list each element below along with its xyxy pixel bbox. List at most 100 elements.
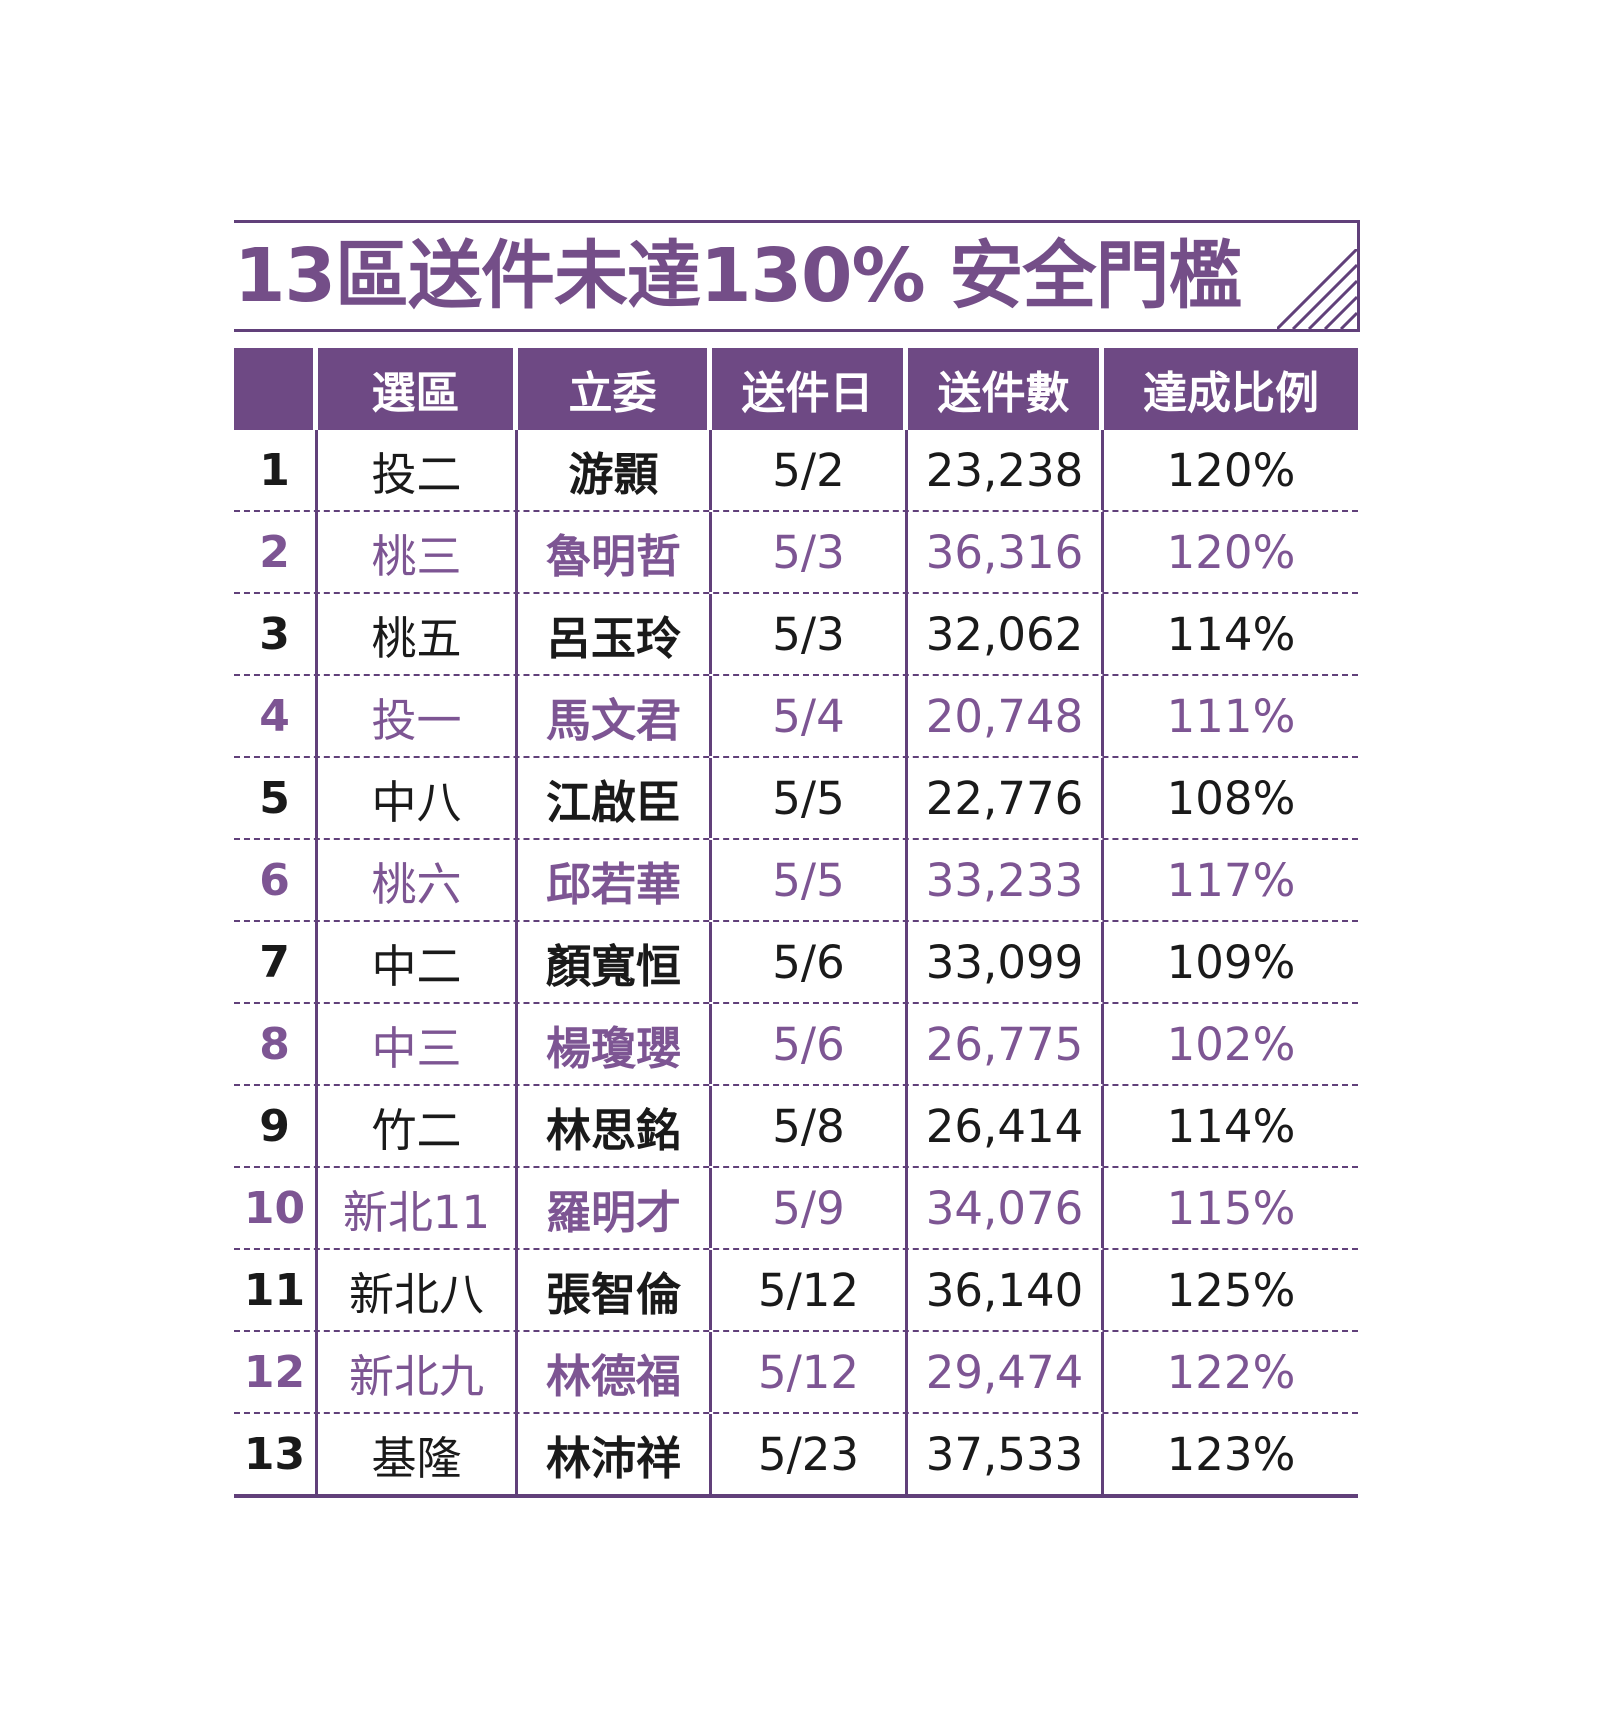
date-cell: 5/6 [712, 1004, 908, 1084]
count-cell: 34,076 [908, 1168, 1104, 1248]
legislator-cell: 楊瓊瓔 [518, 1004, 712, 1084]
legislator-cell: 林沛祥 [518, 1414, 712, 1494]
count-cell: 22,776 [908, 758, 1104, 838]
legislator-cell: 林思銘 [518, 1086, 712, 1166]
ratio-cell: 114% [1166, 1099, 1296, 1153]
date-cell: 5/6 [712, 922, 908, 1002]
row-number: 4 [234, 676, 318, 756]
table-row: 2 桃三 魯明哲 5/3 36,316 120% [234, 510, 1358, 592]
ratio-cell: 123% [1166, 1427, 1296, 1481]
ratio-cell: 111% [1166, 689, 1296, 743]
count-cell: 33,233 [908, 840, 1104, 920]
legislator-cell: 顏寬恒 [518, 922, 712, 1002]
count-cell: 36,316 [908, 512, 1104, 592]
count-cell: 36,140 [908, 1250, 1104, 1330]
table-row: 4 投一 馬文君 5/4 20,748 111% [234, 674, 1358, 756]
table-row: 1 投二 游顥 5/2 23,238 120% [234, 430, 1358, 510]
hatch-decoration-icon [1277, 249, 1357, 329]
count-cell: 32,062 [908, 594, 1104, 674]
date-cell: 5/4 [712, 676, 908, 756]
table-body: 1 投二 游顥 5/2 23,238 120% 2 桃三 魯明哲 5/3 36,316 120% 3 桃五… [234, 430, 1358, 1494]
header-cell-legislator: 立委 [518, 348, 712, 430]
ratio-cell: 120% [1166, 443, 1296, 497]
district-cell: 新北九 [318, 1332, 518, 1412]
header-cell-no [234, 348, 318, 430]
row-number: 5 [234, 758, 318, 838]
page-title: 13區送件未達130% 安全門檻 [234, 233, 1242, 319]
ratio-cell: 117% [1166, 853, 1296, 907]
ratio-cell: 115% [1166, 1181, 1296, 1235]
ratio-cell: 125% [1166, 1263, 1296, 1317]
district-cell: 桃六 [318, 840, 518, 920]
legislator-cell: 張智倫 [518, 1250, 712, 1330]
ratio-cell: 108% [1166, 771, 1296, 825]
district-cell: 投二 [318, 430, 518, 510]
header-cell-date: 送件日 [712, 348, 908, 430]
header-cell-district: 選區 [318, 348, 518, 430]
district-cell: 新北八 [318, 1250, 518, 1330]
count-cell: 29,474 [908, 1332, 1104, 1412]
header-cell-count: 送件數 [908, 348, 1104, 430]
legislator-cell: 游顥 [518, 430, 712, 510]
row-number: 2 [234, 512, 318, 592]
district-cell: 基隆 [318, 1414, 518, 1494]
date-cell: 5/2 [712, 430, 908, 510]
date-cell: 5/3 [712, 594, 908, 674]
table-row: 11 新北八 張智倫 5/12 36,140 125% [234, 1248, 1358, 1330]
legislator-cell: 羅明才 [518, 1168, 712, 1248]
row-number: 13 [234, 1414, 318, 1494]
legislator-cell: 邱若華 [518, 840, 712, 920]
district-cell: 中三 [318, 1004, 518, 1084]
table-row: 13 基隆 林沛祥 5/23 37,533 123% [234, 1412, 1358, 1494]
count-cell: 26,775 [908, 1004, 1104, 1084]
table-row: 5 中八 江啟臣 5/5 22,776 108% [234, 756, 1358, 838]
count-cell: 33,099 [908, 922, 1104, 1002]
date-cell: 5/23 [712, 1414, 908, 1494]
table-row: 10 新北11 羅明才 5/9 34,076 115% [234, 1166, 1358, 1248]
count-cell: 23,238 [908, 430, 1104, 510]
row-number: 8 [234, 1004, 318, 1084]
table-bottom-rule [234, 1494, 1358, 1498]
row-number: 6 [234, 840, 318, 920]
row-number: 9 [234, 1086, 318, 1166]
ratio-cell: 109% [1166, 935, 1296, 989]
date-cell: 5/8 [712, 1086, 908, 1166]
ratio-cell: 114% [1166, 607, 1296, 661]
ratio-cell: 102% [1166, 1017, 1296, 1071]
title-box: 13區送件未達130% 安全門檻 [234, 220, 1360, 332]
data-table: 選區 立委 送件日 送件數 達成比例 1 投二 游顥 5/2 23,238 120% 2 桃三… [234, 348, 1358, 1498]
row-number: 10 [234, 1168, 318, 1248]
table-row: 7 中二 顏寬恒 5/6 33,099 109% [234, 920, 1358, 1002]
header-cell-ratio: 達成比例 [1143, 368, 1319, 419]
date-cell: 5/5 [712, 840, 908, 920]
row-number: 12 [234, 1332, 318, 1412]
legislator-cell: 林德福 [518, 1332, 712, 1412]
district-cell: 投一 [318, 676, 518, 756]
district-cell: 新北11 [318, 1168, 518, 1248]
district-cell: 中八 [318, 758, 518, 838]
date-cell: 5/12 [712, 1250, 908, 1330]
count-cell: 20,748 [908, 676, 1104, 756]
date-cell: 5/9 [712, 1168, 908, 1248]
district-cell: 桃三 [318, 512, 518, 592]
district-cell: 桃五 [318, 594, 518, 674]
row-number: 7 [234, 922, 318, 1002]
count-cell: 37,533 [908, 1414, 1104, 1494]
date-cell: 5/3 [712, 512, 908, 592]
table-row: 9 竹二 林思銘 5/8 26,414 114% [234, 1084, 1358, 1166]
legislator-cell: 江啟臣 [518, 758, 712, 838]
legislator-cell: 呂玉玲 [518, 594, 712, 674]
legislator-cell: 魯明哲 [518, 512, 712, 592]
date-cell: 5/5 [712, 758, 908, 838]
ratio-cell: 122% [1166, 1345, 1296, 1399]
table-header: 選區 立委 送件日 送件數 達成比例 [234, 348, 1358, 430]
ratio-cell: 120% [1166, 525, 1296, 579]
count-cell: 26,414 [908, 1086, 1104, 1166]
table-row: 8 中三 楊瓊瓔 5/6 26,775 102% [234, 1002, 1358, 1084]
table-row: 12 新北九 林德福 5/12 29,474 122% [234, 1330, 1358, 1412]
date-cell: 5/12 [712, 1332, 908, 1412]
row-number: 11 [234, 1250, 318, 1330]
row-number: 3 [234, 594, 318, 674]
table-row: 3 桃五 呂玉玲 5/3 32,062 114% [234, 592, 1358, 674]
